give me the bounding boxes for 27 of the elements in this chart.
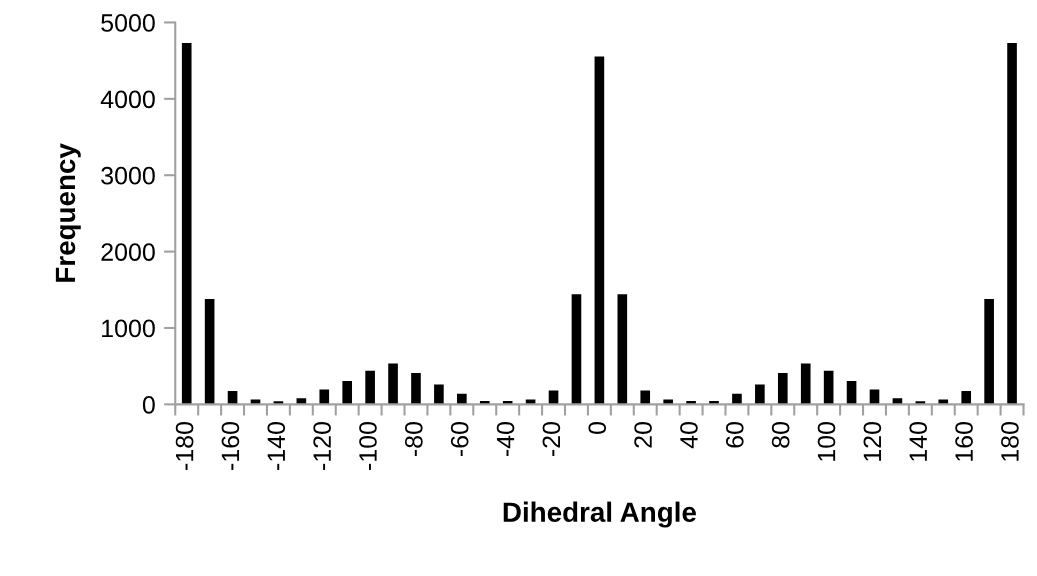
x-tick-label: -20 <box>542 421 561 457</box>
x-tick-label: -60 <box>450 421 469 457</box>
x-tick-label: -160 <box>221 421 240 470</box>
x-tick-label: 120 <box>863 421 882 461</box>
y-tick-label: 1000 <box>102 319 155 338</box>
x-tick-label: 60 <box>725 421 744 448</box>
x-tick-label: 80 <box>771 421 790 448</box>
x-tick-label: -80 <box>404 421 423 457</box>
x-tick-label: -180 <box>175 421 194 470</box>
y-tick-label: 2000 <box>101 243 155 261</box>
x-tick-label: 180 <box>1001 421 1019 461</box>
x-tick-label: -40 <box>496 421 515 457</box>
x-tick-label: -100 <box>359 421 377 470</box>
x-tick-label: 20 <box>634 421 652 448</box>
x-tick-label: 100 <box>817 421 836 461</box>
y-tick-label: 5000 <box>101 14 155 32</box>
y-tick-label: 0 <box>142 395 155 414</box>
x-tick-label: 40 <box>680 421 698 449</box>
x-tick-label: -140 <box>267 421 286 470</box>
x-axis-title: Dihedral Angle <box>503 501 696 528</box>
x-tick-label: 160 <box>955 421 973 461</box>
y-axis-title: Frequency <box>55 143 81 282</box>
x-tick-label: -120 <box>313 421 331 470</box>
y-tick-label: 3000 <box>101 166 155 185</box>
x-tick-label: 0 <box>588 422 607 434</box>
y-tick-label: 4000 <box>100 90 155 109</box>
x-tick-label: 140 <box>909 421 928 461</box>
